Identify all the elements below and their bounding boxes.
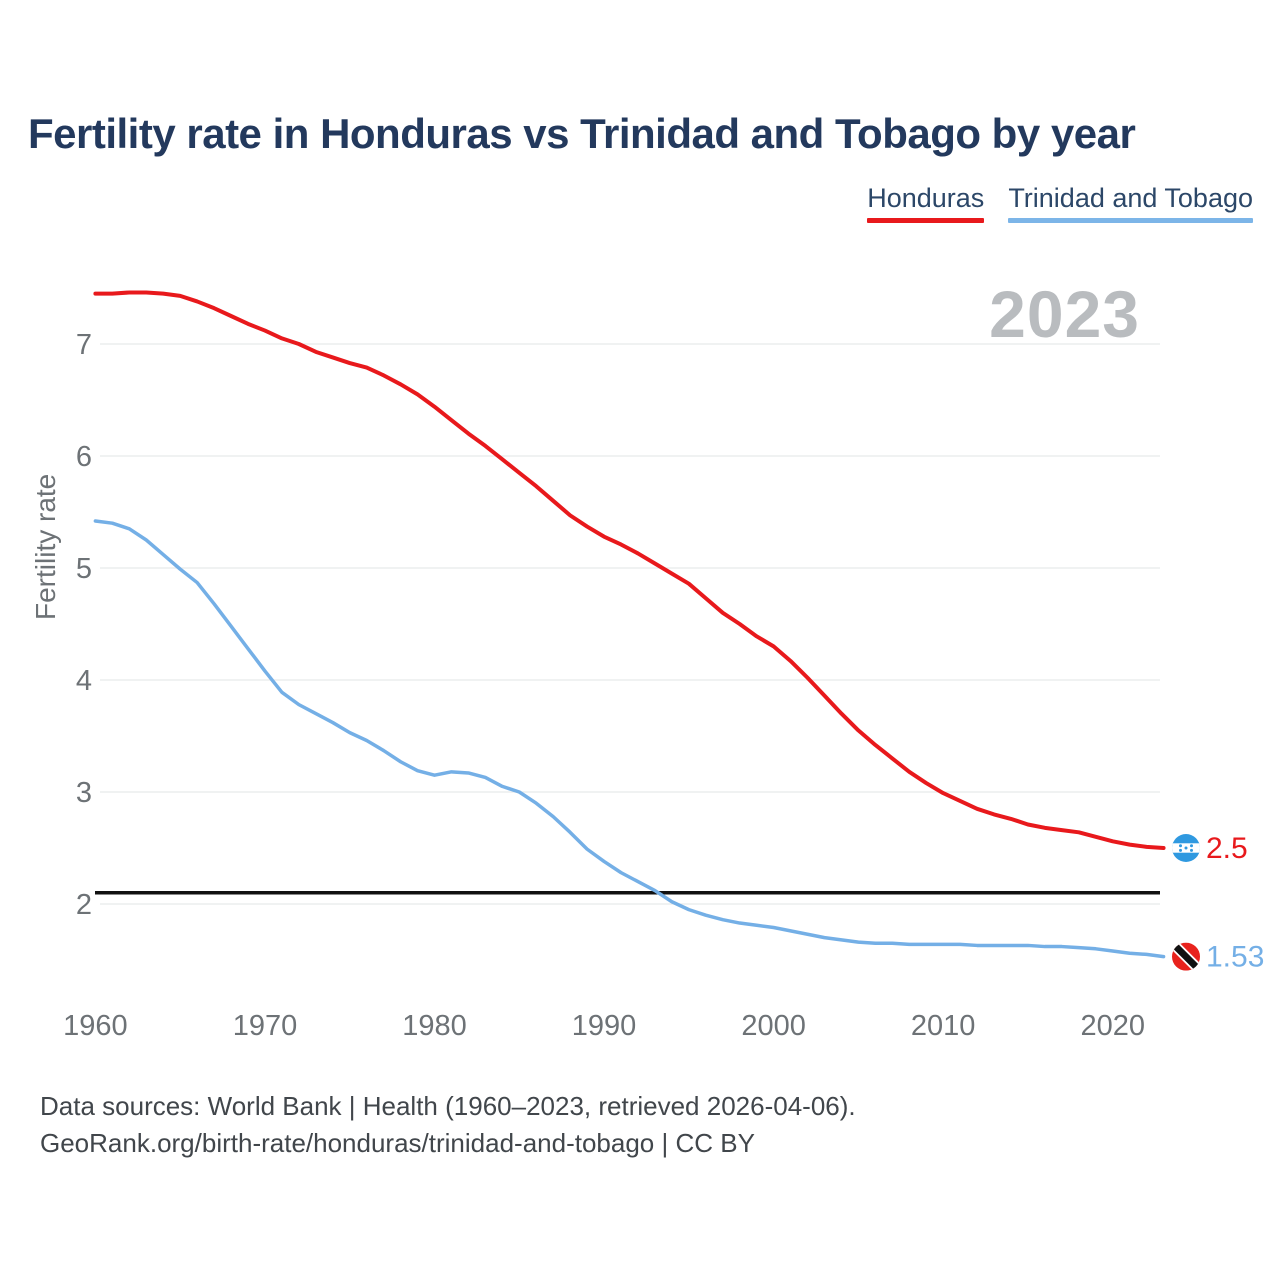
legend-item-honduras[interactable]: Honduras [867, 183, 985, 223]
legend-label-trinidad-and-tobago: Trinidad and Tobago [1008, 183, 1253, 213]
legend-color-bar-honduras [867, 218, 985, 223]
x-tick-2010: 2010 [911, 1010, 976, 1042]
trinidad-and-tobago-end-value: 1.53 [1206, 941, 1264, 974]
legend-label-honduras: Honduras [867, 183, 985, 213]
y-tick-4: 4 [76, 665, 92, 697]
trinidad-and-tobago-flag-icon [1172, 942, 1200, 971]
x-tick-1990: 1990 [572, 1010, 637, 1042]
watermark-year: 2023 [989, 277, 1140, 351]
footer-data-sources: Data sources: World Bank | Health (1960–… [40, 1091, 856, 1121]
page-title: Fertility rate in Honduras vs Trinidad a… [28, 110, 1136, 157]
axis-tick-labels: 7 6 5 4 3 2 1960 1970 1980 1990 2000 2010 2020 [63, 329, 1145, 1042]
x-tick-1980: 1980 [402, 1010, 467, 1042]
x-tick-2020: 2020 [1080, 1010, 1145, 1042]
x-tick-1970: 1970 [233, 1010, 298, 1042]
honduras-flag-icon [1172, 834, 1200, 862]
legend-color-bar-trinidad-and-tobago [1008, 218, 1253, 223]
legend: Honduras Trinidad and Tobago [867, 183, 1253, 223]
trinidad-and-tobago-line[interactable] [93, 519, 1166, 959]
honduras-line[interactable] [93, 290, 1166, 850]
x-tick-2000: 2000 [741, 1010, 806, 1042]
x-tick-1960: 1960 [63, 1010, 128, 1042]
data-series: 2.5 1.53 [93, 290, 1264, 974]
footer-attribution: GeoRank.org/birth-rate/honduras/trinidad… [40, 1128, 755, 1158]
footer: Data sources: World Bank | Health (1960–… [40, 1088, 856, 1162]
honduras-end-value: 2.5 [1206, 832, 1248, 865]
legend-item-trinidad-and-tobago[interactable]: Trinidad and Tobago [1008, 183, 1253, 223]
y-tick-5: 5 [76, 553, 92, 585]
y-tick-6: 6 [76, 441, 92, 473]
gridlines [100, 343, 1160, 905]
y-tick-3: 3 [76, 777, 92, 809]
y-tick-2: 2 [76, 889, 92, 921]
y-tick-7: 7 [76, 329, 92, 361]
